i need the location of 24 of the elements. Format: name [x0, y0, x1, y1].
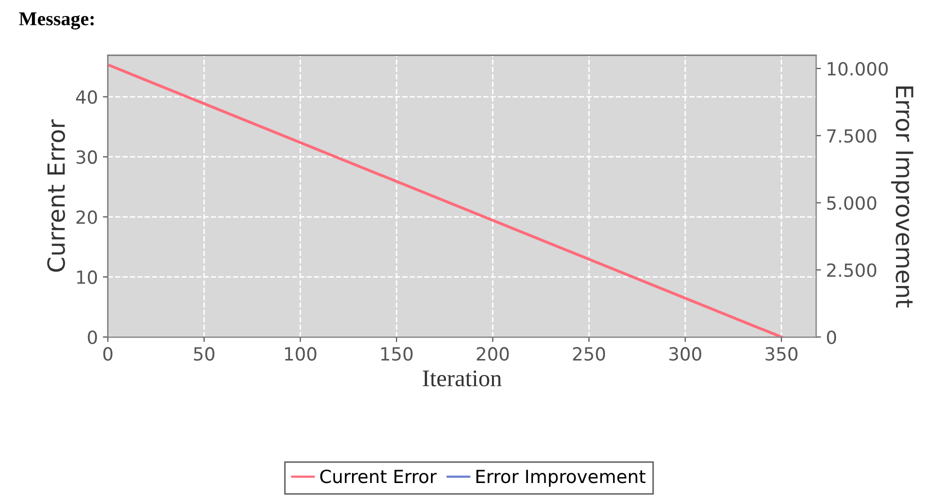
x-tick-label: 200	[476, 347, 509, 361]
x-axis-title: Iteration	[422, 370, 502, 386]
y2-tick-label: 2.500	[827, 263, 876, 277]
legend-label: Error Improvement	[476, 470, 646, 487]
y-axis-title: Current Error	[47, 119, 66, 272]
y-tick-label: 30	[76, 150, 97, 164]
x-tick-label: 350	[766, 347, 798, 361]
y-tick-label: 20	[76, 210, 97, 224]
x-tick-label: 0	[103, 347, 112, 361]
y2-tick-label: 5.000	[827, 196, 876, 210]
y2-axis-title: Error Improvement	[891, 86, 914, 308]
y-tick-label: 10	[77, 270, 97, 284]
x-tick-label: 50	[194, 347, 214, 361]
y-tick-label: 0	[88, 330, 97, 344]
y-tick-label: 40	[76, 90, 97, 104]
y2-tick-label: 7.500	[827, 129, 876, 143]
chart-title: Message:	[19, 12, 94, 30]
y2-tick-label: 0	[826, 330, 836, 344]
y2-tick-label: 10.000	[828, 62, 888, 76]
legend-label: Current Error	[320, 470, 437, 484]
x-tick-label: 250	[573, 347, 606, 361]
x-tick-label: 150	[381, 347, 413, 361]
x-tick-label: 100	[285, 347, 316, 361]
x-tick-label: 300	[669, 347, 702, 361]
